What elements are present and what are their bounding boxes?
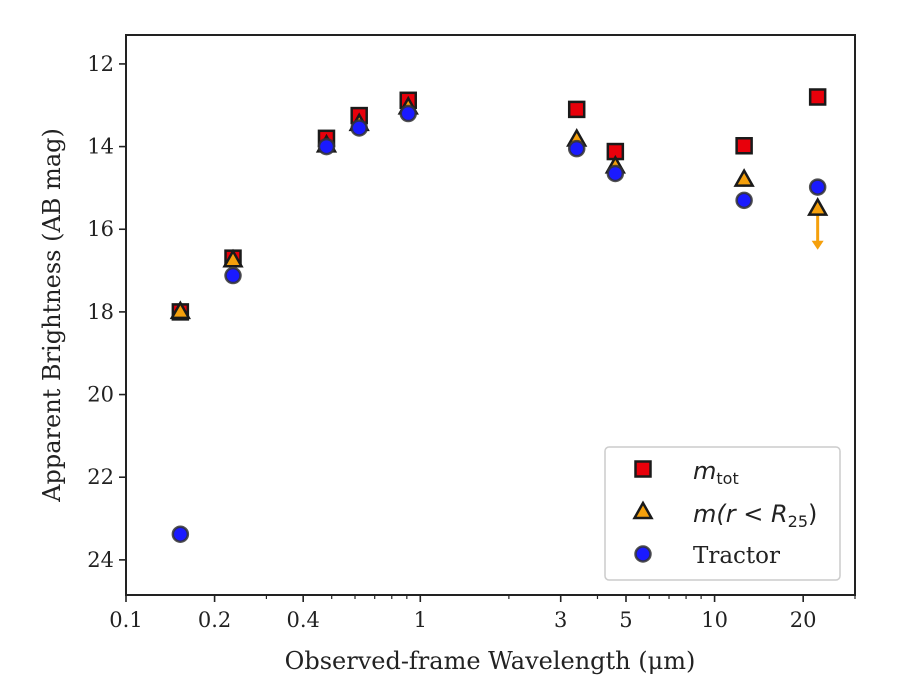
legend-label-mtot: mtot (693, 457, 739, 488)
data-point (735, 191, 753, 210)
triangle-marker (807, 197, 829, 216)
y-tick-label: 12 (87, 52, 114, 76)
plot-frame (125, 34, 856, 596)
x-tick-label: 1 (414, 608, 427, 632)
legend-label-tractor: Tractor (693, 543, 780, 569)
y-tick-label: 16 (87, 217, 114, 241)
square-marker (808, 88, 827, 106)
legend-box (604, 446, 841, 581)
circle-marker (606, 164, 625, 183)
square-marker (567, 100, 586, 119)
legend-marker-1 (632, 500, 654, 520)
x-tick-label: 3 (554, 608, 567, 632)
y-tick-label: 20 (87, 383, 114, 407)
data-point (606, 164, 625, 183)
data-point (567, 100, 586, 119)
x-tick-label: 10 (701, 608, 728, 632)
y-tick-label: 14 (87, 135, 114, 159)
data-marks (169, 88, 829, 543)
triangle-marker (169, 300, 191, 320)
data-point (222, 248, 244, 268)
legend: mtot m(r < R25) Tractor (604, 446, 841, 581)
circle-marker (399, 104, 417, 123)
data-point (350, 119, 368, 137)
x-tick-label: 0.2 (198, 608, 231, 632)
triangle-marker (222, 248, 244, 268)
data-point (317, 137, 336, 156)
data-point (735, 137, 753, 155)
circle-marker (224, 266, 242, 285)
y-tick-label: 22 (87, 465, 114, 489)
circle-marker (317, 137, 336, 156)
square-marker (634, 460, 652, 478)
legend-marker-2 (634, 545, 652, 563)
circle-marker (567, 139, 586, 158)
data-point (224, 266, 242, 285)
data-point (169, 300, 191, 320)
circle-marker (808, 178, 827, 196)
data-point (808, 178, 827, 196)
data-point (399, 104, 417, 123)
x-axis-label: Observed-frame Wavelength (μm) (285, 647, 696, 675)
triangle-marker (632, 500, 654, 520)
data-point (807, 197, 829, 216)
circle-marker (171, 525, 190, 543)
data-point (171, 525, 190, 543)
x-tick-label: 0.4 (286, 608, 319, 632)
circle-marker (634, 545, 652, 563)
y-tick-label: 24 (87, 548, 114, 572)
axis-ticks: 0.1 0.2 0.4 1 3 5 10 20 12 14 16 18 20 22 24 (87, 52, 856, 632)
legend-label-mr25: m(r < R25) (693, 500, 817, 531)
square-marker (735, 137, 753, 155)
data-point (808, 88, 827, 106)
circle-marker (735, 191, 753, 210)
x-tick-label: 0.1 (109, 608, 142, 632)
data-point (733, 168, 755, 187)
upper-limit-arrow (811, 240, 824, 250)
y-tick-label: 18 (87, 300, 114, 324)
x-tick-label: 20 (790, 608, 817, 632)
legend-marker-0 (634, 460, 652, 478)
circle-marker (350, 119, 368, 137)
legend-markers (632, 460, 654, 563)
triangle-marker (733, 168, 755, 187)
x-tick-label: 5 (619, 608, 632, 632)
series-2 (171, 104, 827, 543)
data-point (567, 139, 586, 158)
y-axis-label: Apparent Brightness (AB mag) (38, 128, 66, 503)
